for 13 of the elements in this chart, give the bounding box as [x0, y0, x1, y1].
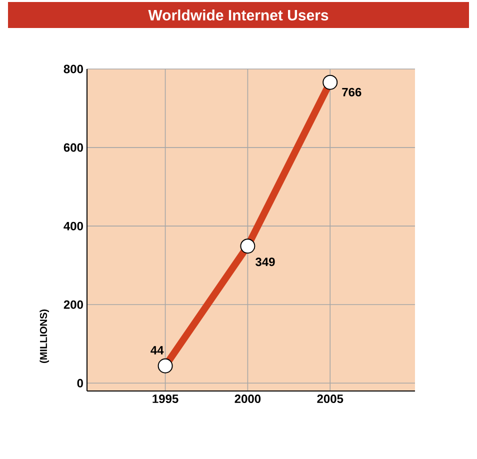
data-label: 349	[256, 258, 275, 266]
x-tick-label: 2000	[234, 394, 261, 404]
x-tick-label: 1995	[152, 394, 178, 404]
data-label: 766	[342, 88, 362, 96]
y-tick-label: 800	[64, 64, 83, 74]
x-tick-label: 2005	[317, 394, 344, 404]
y-tick-label: 200	[64, 300, 83, 309]
data-label: 44	[150, 346, 164, 354]
y-tick-label: 600	[64, 143, 83, 152]
chart-title: Worldwide Internet Users	[148, 9, 328, 20]
y-axis-title: (MILLIONS)	[40, 310, 50, 363]
y-tick-label: 400	[64, 222, 83, 230]
y-tick-label: 0	[77, 378, 83, 388]
